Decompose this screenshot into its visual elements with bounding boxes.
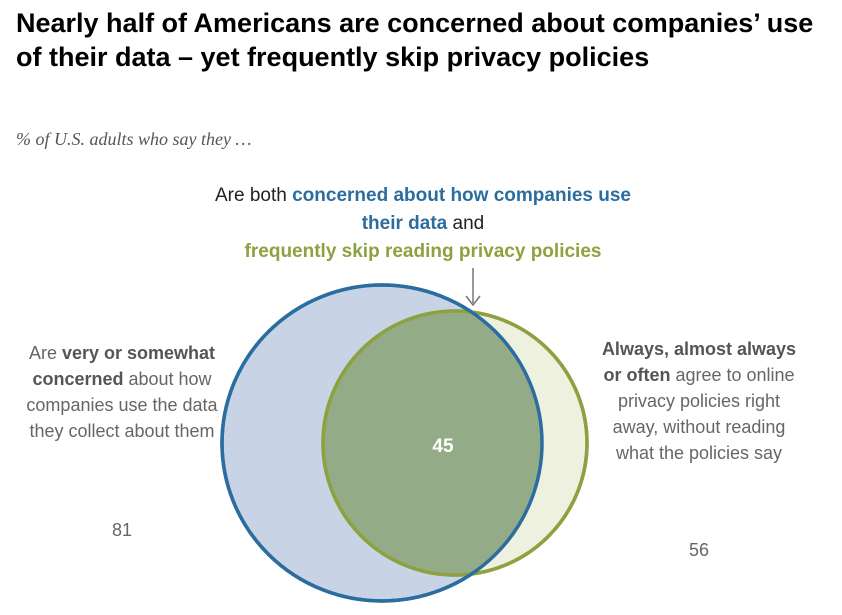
concerned-outline (220, 283, 544, 603)
skip-annotation-rest: agree to online privacy policies right a… (612, 365, 795, 463)
overlap-annotation-joiner: and (447, 213, 485, 234)
concerned-value-label: 81 (111, 520, 133, 540)
concerned-annotation: Are very or somewhat concerned about how… (20, 340, 224, 444)
pointer-arrow-head (465, 295, 481, 307)
overlap-value-label: 45 (432, 436, 454, 457)
concerned-annotation-bold: very or somewhat concerned (32, 343, 216, 389)
skip-value-label: 56 (688, 540, 710, 560)
overlap-annotation-concerned: concerned about how companies use their … (292, 185, 631, 234)
chart-subtitle: % of U.S. adults who say they … (16, 129, 252, 149)
skip-policies-outline (321, 309, 589, 577)
chart-title: Nearly half of Americans are concerned a… (16, 8, 814, 72)
overlap-annotation: Are both concerned about how companies u… (198, 182, 648, 266)
overlap-annotation-skip: frequently skip reading privacy policies (244, 241, 602, 262)
concerned-annotation-prefix: Are (28, 343, 62, 363)
concerned-annotation-rest: about how companies use the data they co… (26, 369, 218, 441)
skip-annotation-bold: Always, almost always or often (601, 339, 797, 385)
overlap-region (323, 311, 542, 575)
overlap-annotation-prefix: Are both (214, 185, 293, 206)
skip-annotation: Always, almost always or often agree to … (596, 336, 802, 466)
